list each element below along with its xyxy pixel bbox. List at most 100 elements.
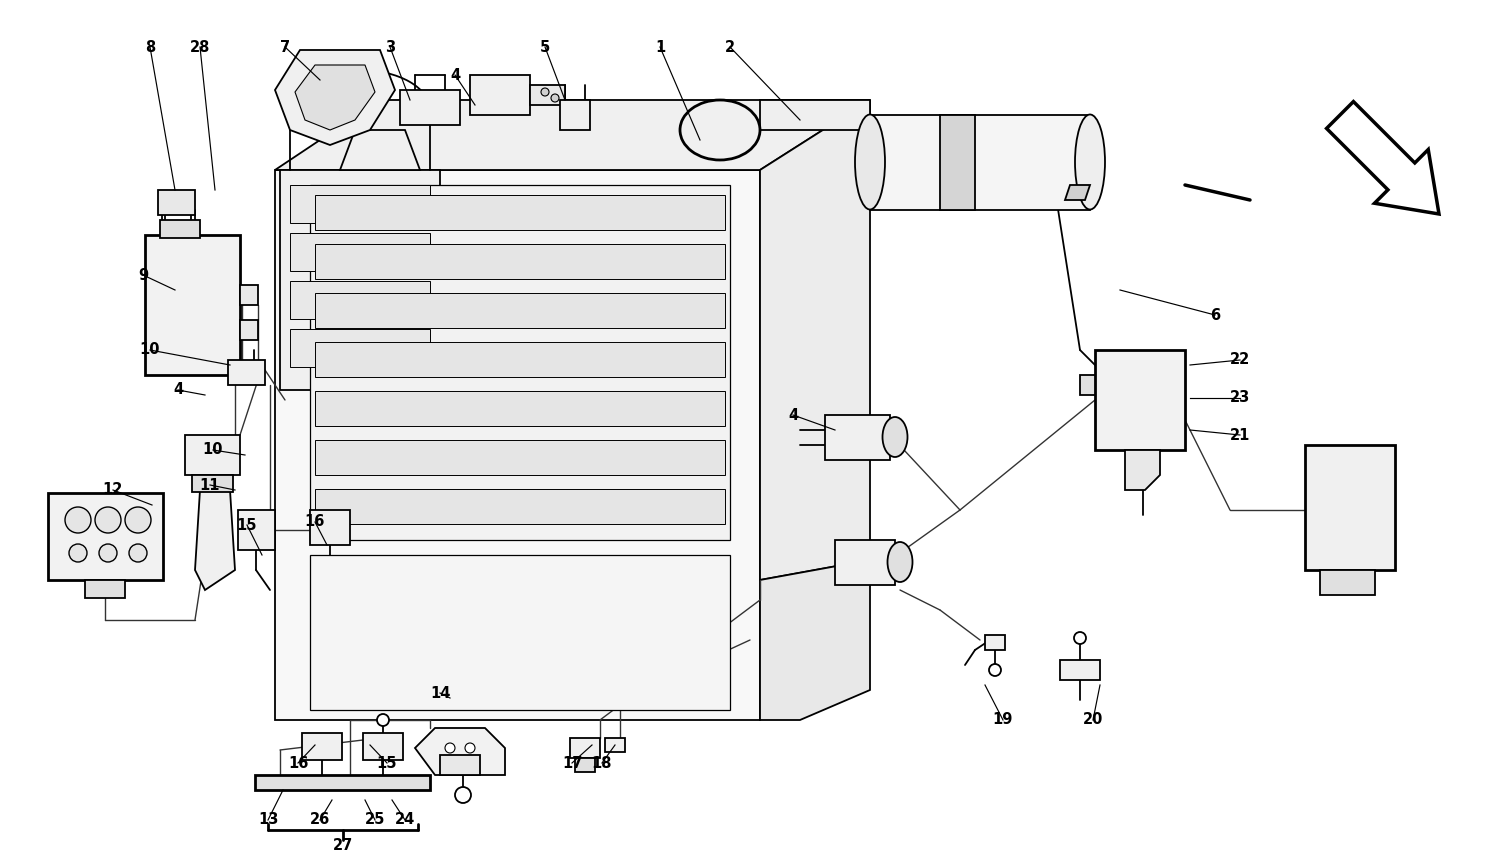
Circle shape: [376, 714, 388, 726]
Polygon shape: [440, 755, 480, 775]
Text: 4: 4: [450, 67, 460, 83]
Polygon shape: [940, 115, 975, 210]
Text: 24: 24: [394, 813, 416, 827]
Polygon shape: [290, 185, 430, 223]
Polygon shape: [1095, 350, 1185, 450]
Polygon shape: [1080, 375, 1095, 395]
Ellipse shape: [855, 115, 885, 209]
Polygon shape: [195, 490, 236, 590]
Polygon shape: [146, 235, 240, 375]
Polygon shape: [760, 560, 870, 720]
Polygon shape: [986, 635, 1005, 650]
Polygon shape: [184, 435, 240, 475]
Polygon shape: [560, 100, 590, 130]
Text: 2: 2: [724, 40, 735, 54]
Polygon shape: [280, 170, 440, 390]
Polygon shape: [604, 738, 625, 752]
Text: 15: 15: [237, 517, 258, 532]
Polygon shape: [760, 100, 870, 130]
Polygon shape: [315, 391, 724, 426]
Text: 16: 16: [288, 755, 308, 771]
Text: 16: 16: [304, 515, 326, 530]
Text: 10: 10: [140, 343, 160, 357]
Circle shape: [542, 88, 549, 96]
Polygon shape: [825, 415, 890, 460]
Polygon shape: [530, 85, 566, 105]
Polygon shape: [274, 100, 870, 170]
Polygon shape: [836, 540, 896, 585]
Polygon shape: [315, 244, 724, 279]
Text: 1: 1: [656, 40, 664, 54]
Polygon shape: [363, 733, 404, 760]
Polygon shape: [315, 440, 724, 475]
Text: 19: 19: [993, 713, 1012, 728]
Circle shape: [1074, 632, 1086, 644]
Text: 11: 11: [200, 478, 220, 492]
Polygon shape: [1125, 450, 1160, 490]
Polygon shape: [340, 130, 420, 170]
Polygon shape: [1305, 445, 1395, 570]
Polygon shape: [1065, 185, 1090, 200]
Polygon shape: [160, 220, 200, 238]
Polygon shape: [1320, 570, 1376, 595]
Circle shape: [99, 544, 117, 562]
Polygon shape: [416, 728, 506, 775]
Polygon shape: [228, 360, 266, 385]
Text: 4: 4: [172, 382, 183, 398]
Circle shape: [454, 787, 471, 803]
Polygon shape: [296, 65, 375, 130]
Polygon shape: [192, 475, 232, 492]
Text: 25: 25: [364, 813, 386, 827]
Text: 6: 6: [1210, 307, 1219, 323]
Polygon shape: [315, 195, 724, 230]
Text: 26: 26: [310, 813, 330, 827]
Text: 17: 17: [562, 755, 582, 771]
Text: 18: 18: [591, 755, 612, 771]
Text: 23: 23: [1230, 391, 1250, 406]
Text: 9: 9: [138, 268, 148, 282]
Polygon shape: [86, 580, 124, 598]
Polygon shape: [310, 555, 730, 710]
Text: 21: 21: [1230, 428, 1250, 443]
Text: 5: 5: [540, 40, 550, 54]
Text: 13: 13: [258, 813, 278, 827]
Polygon shape: [400, 90, 460, 125]
Polygon shape: [760, 100, 870, 580]
Text: 4: 4: [788, 407, 798, 423]
Polygon shape: [1060, 660, 1100, 680]
Circle shape: [465, 743, 476, 753]
Text: 15: 15: [376, 755, 398, 771]
Polygon shape: [290, 329, 430, 367]
Text: 20: 20: [1083, 713, 1102, 728]
Polygon shape: [274, 50, 394, 145]
Polygon shape: [274, 170, 760, 720]
Polygon shape: [240, 285, 258, 305]
Text: 14: 14: [430, 685, 450, 701]
Text: 27: 27: [333, 838, 352, 852]
Polygon shape: [290, 233, 430, 271]
Ellipse shape: [888, 542, 912, 582]
Polygon shape: [238, 510, 274, 550]
Circle shape: [69, 544, 87, 562]
Circle shape: [124, 507, 152, 533]
Circle shape: [129, 544, 147, 562]
Polygon shape: [255, 775, 430, 790]
Text: 12: 12: [104, 482, 123, 498]
Text: 7: 7: [280, 40, 290, 54]
Circle shape: [64, 507, 92, 533]
Polygon shape: [470, 75, 530, 115]
Text: 10: 10: [202, 443, 223, 457]
Polygon shape: [310, 185, 730, 540]
Polygon shape: [870, 115, 1090, 210]
Polygon shape: [570, 738, 600, 758]
Polygon shape: [302, 733, 342, 760]
Circle shape: [550, 94, 560, 102]
Polygon shape: [315, 489, 724, 524]
Polygon shape: [574, 758, 596, 772]
Polygon shape: [315, 293, 724, 328]
Polygon shape: [1326, 102, 1438, 214]
Circle shape: [94, 507, 122, 533]
Text: 3: 3: [386, 40, 394, 54]
Polygon shape: [240, 320, 258, 340]
Polygon shape: [158, 190, 195, 215]
